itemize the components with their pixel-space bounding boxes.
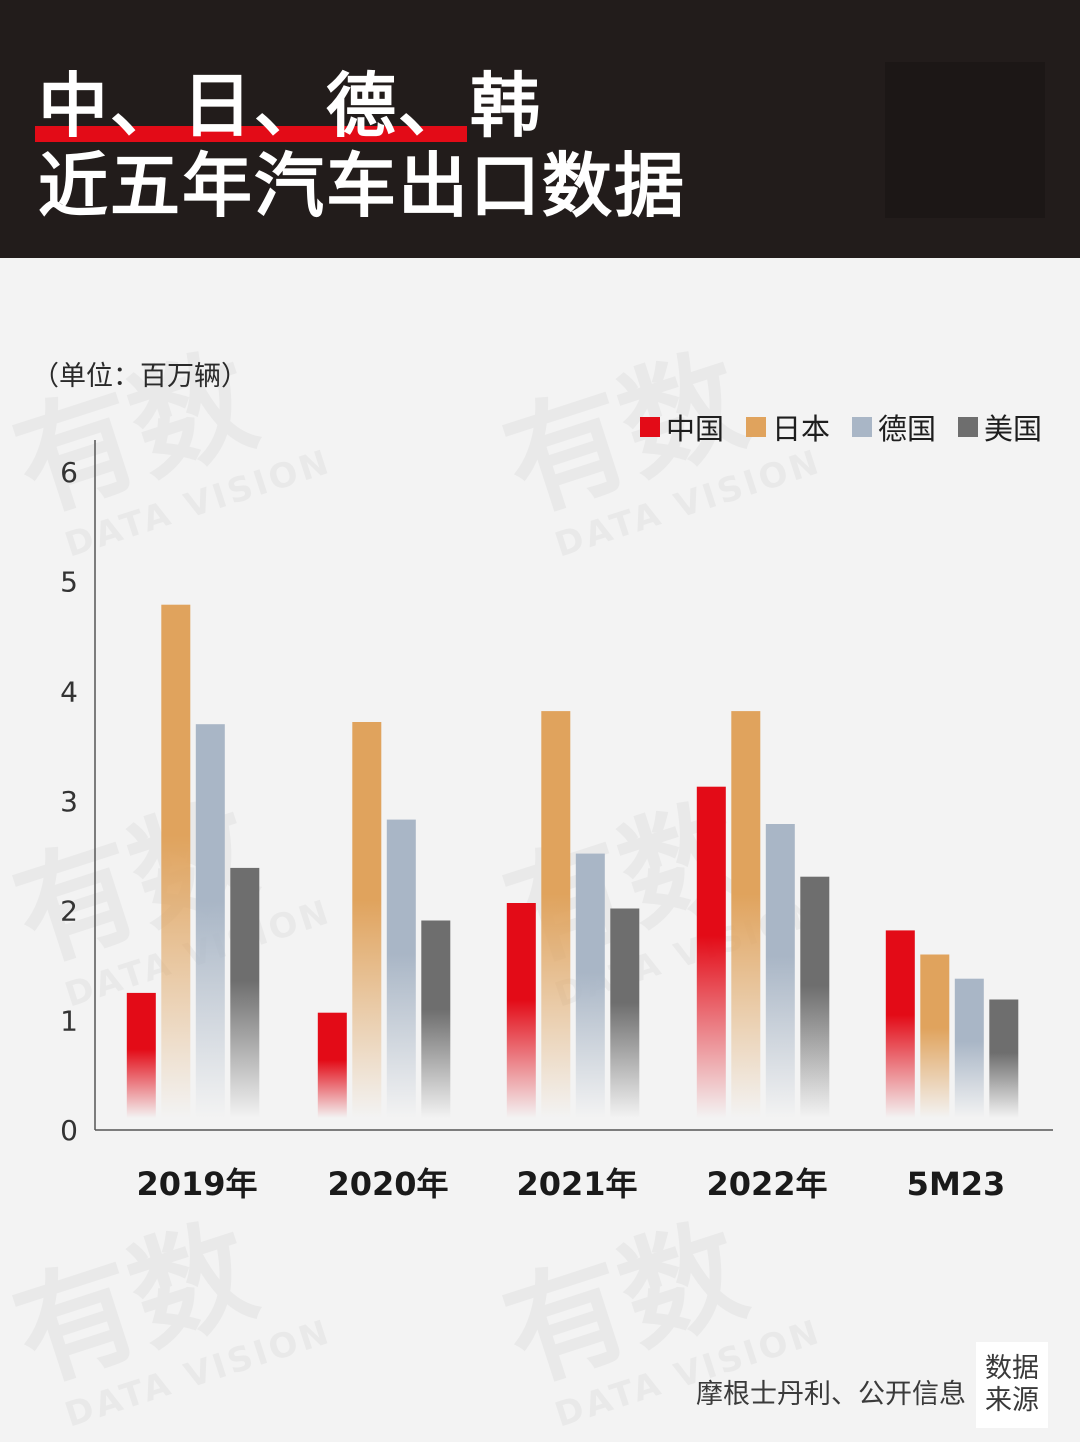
bar-美国-5M23 [989,999,1019,1118]
bars-layer [126,604,1019,1118]
x-category-label: 5M23 [907,1165,1006,1203]
y-tick-label: 6 [60,456,78,489]
legend-item: 美国 [957,406,1042,448]
legend-swatch [639,417,660,437]
bar-日本-2019年 [161,604,191,1118]
bar-德国-2020年 [386,819,416,1118]
legend-item: 中国 [639,406,724,448]
bar-日本-2022年 [731,711,761,1118]
legend-label: 美国 [983,412,1042,446]
legend-item: 日本 [745,406,830,448]
bar-德国-2022年 [765,824,795,1118]
source-label-line: 来源 [985,1385,1039,1416]
y-tick-label: 4 [60,675,78,708]
bar-德国-5M23 [954,978,984,1118]
bar-中国-2019年 [126,992,156,1118]
header-banner: 中、日、德、韩 近五年汽车出口数据 [0,0,1080,258]
bar-中国-2020年 [317,1012,347,1118]
y-tick-label: 5 [60,566,78,599]
bar-德国-2019年 [195,724,225,1118]
bar-美国-2022年 [800,876,830,1118]
x-category-label: 2019年 [136,1165,257,1203]
bar-美国-2019年 [230,867,260,1118]
bar-中国-2021年 [506,903,536,1118]
x-category-label: 2021年 [516,1165,637,1203]
y-tick-label: 1 [60,1004,78,1037]
legend-label: 日本 [771,412,830,446]
bar-美国-2021年 [610,908,640,1118]
x-category-label: 2022年 [706,1165,827,1203]
bar-日本-2021年 [541,711,571,1118]
legend-item: 德国 [851,406,936,448]
unit-label: （单位：百万辆） [32,361,248,392]
legend-swatch [851,417,872,437]
source-text: 摩根士丹利、公开信息 [696,1379,966,1410]
chart-legend: 中国 日本 德国 美国 [639,406,1042,448]
y-tick-label: 0 [60,1114,78,1147]
bar-日本-5M23 [920,954,950,1118]
legend-swatch [745,417,766,437]
bar-日本-2020年 [352,722,382,1118]
legend-swatch [957,417,978,437]
y-tick-labels: 0 1 2 3 4 5 6 [60,456,78,1147]
bar-中国-2022年 [696,786,726,1118]
bar-美国-2020年 [421,920,451,1118]
x-category-labels: 2019年 2020年 2021年 2022年 5M23 [136,1165,1005,1203]
legend-label: 中国 [665,412,724,446]
legend-label: 德国 [877,412,936,446]
y-tick-label: 3 [60,785,78,818]
corner-logo-block [885,62,1045,218]
page-title-line1: 中、日、德、韩 [38,65,542,147]
page-title-line2: 近五年汽车出口数据 [38,145,686,227]
title-underline [35,126,467,142]
x-category-label: 2020年 [327,1165,448,1203]
bar-德国-2021年 [575,853,605,1118]
source-label-line: 数据 [985,1353,1039,1384]
axes-layer [94,440,1053,1131]
y-tick-label: 2 [60,895,78,928]
bar-中国-5M23 [885,930,915,1118]
source-label: 数据 来源 [976,1342,1048,1428]
